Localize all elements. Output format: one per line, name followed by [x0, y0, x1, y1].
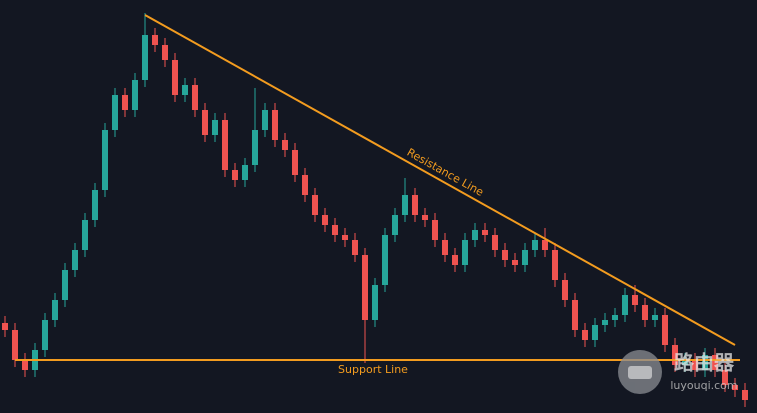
candle-body — [712, 355, 718, 370]
candle-body — [702, 355, 708, 370]
candle-body — [2, 323, 8, 330]
candle-body — [722, 370, 728, 385]
candle-body — [262, 110, 268, 130]
candle-body — [42, 320, 48, 350]
candle-body — [192, 85, 198, 110]
candle-body — [362, 255, 368, 320]
candle-body — [122, 95, 128, 110]
candle-body — [562, 280, 568, 300]
candle-body — [272, 110, 278, 140]
candle-body — [682, 360, 688, 365]
watermark: 路由器 luyouqi.com — [618, 350, 738, 394]
candle-body — [102, 130, 108, 190]
candle-body — [22, 360, 28, 370]
candle-body — [232, 170, 238, 180]
candle-body — [432, 220, 438, 240]
candle-body — [542, 240, 548, 250]
candle-body — [612, 315, 618, 320]
candle-body — [492, 235, 498, 250]
candle-body — [12, 330, 18, 360]
candle-body — [462, 240, 468, 265]
watermark-url: luyouqi.com — [670, 379, 737, 392]
candle-body — [342, 235, 348, 240]
candle-body — [392, 215, 398, 235]
candle-body — [162, 45, 168, 60]
candle-body — [502, 250, 508, 260]
support-label: Support Line — [338, 363, 408, 376]
candle-body — [572, 300, 578, 330]
candle-body — [412, 195, 418, 215]
candle-body — [452, 255, 458, 265]
candle-body — [402, 195, 408, 215]
candle-body — [732, 385, 738, 390]
candle-body — [152, 35, 158, 45]
candle-body — [92, 190, 98, 220]
candle-body — [602, 320, 608, 325]
candle-body — [692, 360, 698, 370]
candle-body — [142, 35, 148, 80]
candle-body — [242, 165, 248, 180]
candle-body — [62, 270, 68, 300]
candle-body — [332, 225, 338, 235]
candle-body — [552, 250, 558, 280]
candle-body — [252, 130, 258, 165]
candle-body — [352, 240, 358, 255]
candle-body — [212, 120, 218, 135]
candle-body — [582, 330, 588, 340]
candle-body — [472, 230, 478, 240]
candle-body — [172, 60, 178, 95]
candle-body — [652, 315, 658, 320]
candle-body — [312, 195, 318, 215]
watermark-icon-router — [628, 366, 652, 379]
candle-body — [382, 235, 388, 285]
candle-body — [292, 150, 298, 175]
candle-body — [512, 260, 518, 265]
candle-body — [182, 85, 188, 95]
candle-body — [132, 80, 138, 110]
candle-body — [72, 250, 78, 270]
candle-body — [372, 285, 378, 320]
candle-body — [112, 95, 118, 130]
candle-body — [202, 110, 208, 135]
candle-body — [642, 305, 648, 320]
candle-body — [532, 240, 538, 250]
candle-body — [622, 295, 628, 315]
candle-body — [322, 215, 328, 225]
candle-body — [522, 250, 528, 265]
resistance-line — [144, 14, 736, 346]
candle-body — [592, 325, 598, 340]
candle-body — [52, 300, 58, 320]
candle-body — [222, 120, 228, 170]
candle-body — [302, 175, 308, 195]
candle-body — [422, 215, 428, 220]
candle-body — [672, 345, 678, 365]
watermark-name: 路由器 — [674, 351, 735, 375]
candle-body — [282, 140, 288, 150]
candle-body — [742, 390, 748, 400]
candle-body — [82, 220, 88, 250]
candle-body — [482, 230, 488, 235]
candle-body — [632, 295, 638, 305]
candle-body — [442, 240, 448, 255]
candle-body — [662, 315, 668, 345]
